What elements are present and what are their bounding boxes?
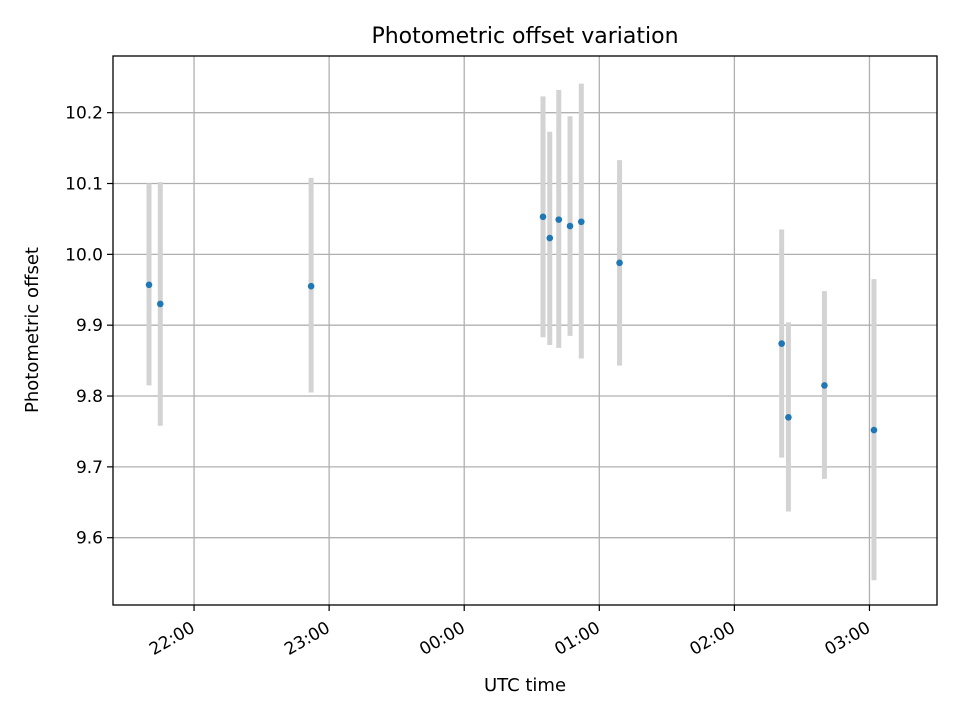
x-tick-label: 01:00: [551, 618, 603, 660]
x-axis-label: UTC time: [484, 675, 566, 696]
y-axis-label: Photometric offset: [22, 247, 43, 413]
error-bars: [146, 83, 877, 581]
y-axis-ticks: 9.6 9.7 9.8 9.9 10.0 10.1 10.2: [65, 104, 113, 549]
data-point: [539, 213, 547, 221]
data-point: [145, 281, 153, 289]
x-tick-label: 02:00: [686, 618, 738, 660]
y-tick-label: 9.6: [76, 529, 103, 549]
y-tick-label: 10.2: [65, 104, 103, 124]
data-point: [778, 340, 785, 347]
data-point: [546, 234, 554, 242]
data-points: [145, 213, 878, 434]
data-point: [785, 413, 792, 421]
data-point: [821, 382, 828, 389]
x-axis-ticks: 22:00 23:00 00:00 01:00 02:00 03:00: [146, 605, 874, 660]
y-tick-label: 9.8: [76, 387, 103, 407]
y-tick-label: 10.0: [65, 245, 103, 265]
data-point: [307, 282, 315, 290]
x-tick-label: 23:00: [281, 618, 333, 660]
data-point: [616, 259, 623, 267]
y-tick-label: 9.9: [76, 316, 103, 336]
data-point: [566, 222, 574, 230]
x-tick-label: 03:00: [822, 618, 874, 660]
x-tick-label: 22:00: [146, 618, 198, 660]
chart-title: Photometric offset variation: [371, 24, 678, 49]
y-tick-label: 10.1: [65, 175, 103, 195]
data-point: [577, 218, 585, 226]
grid-lines: [113, 56, 937, 605]
data-point: [156, 300, 164, 308]
y-tick-label: 9.7: [76, 458, 103, 478]
plot-frame: [112, 55, 938, 606]
x-tick-label: 00:00: [416, 618, 468, 660]
data-point: [555, 216, 563, 223]
data-point: [870, 426, 878, 434]
